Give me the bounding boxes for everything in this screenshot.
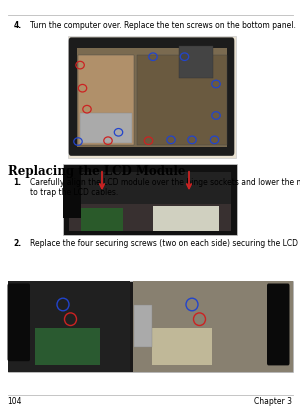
FancyBboxPatch shape (78, 55, 134, 145)
FancyBboxPatch shape (8, 284, 30, 361)
Text: Replacing the LCD Module: Replacing the LCD Module (8, 165, 185, 178)
FancyBboxPatch shape (8, 281, 292, 372)
FancyBboxPatch shape (69, 204, 231, 231)
FancyBboxPatch shape (134, 304, 152, 346)
FancyBboxPatch shape (76, 48, 226, 147)
Text: 104: 104 (8, 396, 22, 406)
FancyBboxPatch shape (69, 172, 231, 206)
FancyBboxPatch shape (8, 281, 130, 372)
FancyBboxPatch shape (178, 46, 213, 78)
Text: Chapter 3: Chapter 3 (254, 396, 292, 406)
FancyBboxPatch shape (136, 55, 226, 145)
FancyBboxPatch shape (63, 164, 237, 235)
FancyBboxPatch shape (69, 37, 234, 156)
Text: 2.: 2. (14, 239, 22, 248)
FancyBboxPatch shape (133, 281, 292, 372)
FancyBboxPatch shape (267, 284, 290, 365)
FancyBboxPatch shape (63, 168, 81, 218)
FancyBboxPatch shape (153, 206, 219, 231)
FancyBboxPatch shape (80, 113, 132, 143)
Text: Replace the four securing screws (two on each side) securing the LCD module.: Replace the four securing screws (two on… (30, 239, 300, 248)
FancyBboxPatch shape (152, 328, 212, 365)
Text: 4.: 4. (14, 21, 22, 30)
Text: 1.: 1. (14, 178, 22, 187)
Text: Carefully align the LCD module over the hinge sockets and lower the module into : Carefully align the LCD module over the … (30, 178, 300, 197)
Text: Turn the computer over. Replace the ten screws on the bottom panel.: Turn the computer over. Replace the ten … (30, 21, 296, 30)
FancyBboxPatch shape (68, 36, 236, 158)
FancyBboxPatch shape (81, 208, 123, 231)
FancyBboxPatch shape (34, 328, 101, 365)
